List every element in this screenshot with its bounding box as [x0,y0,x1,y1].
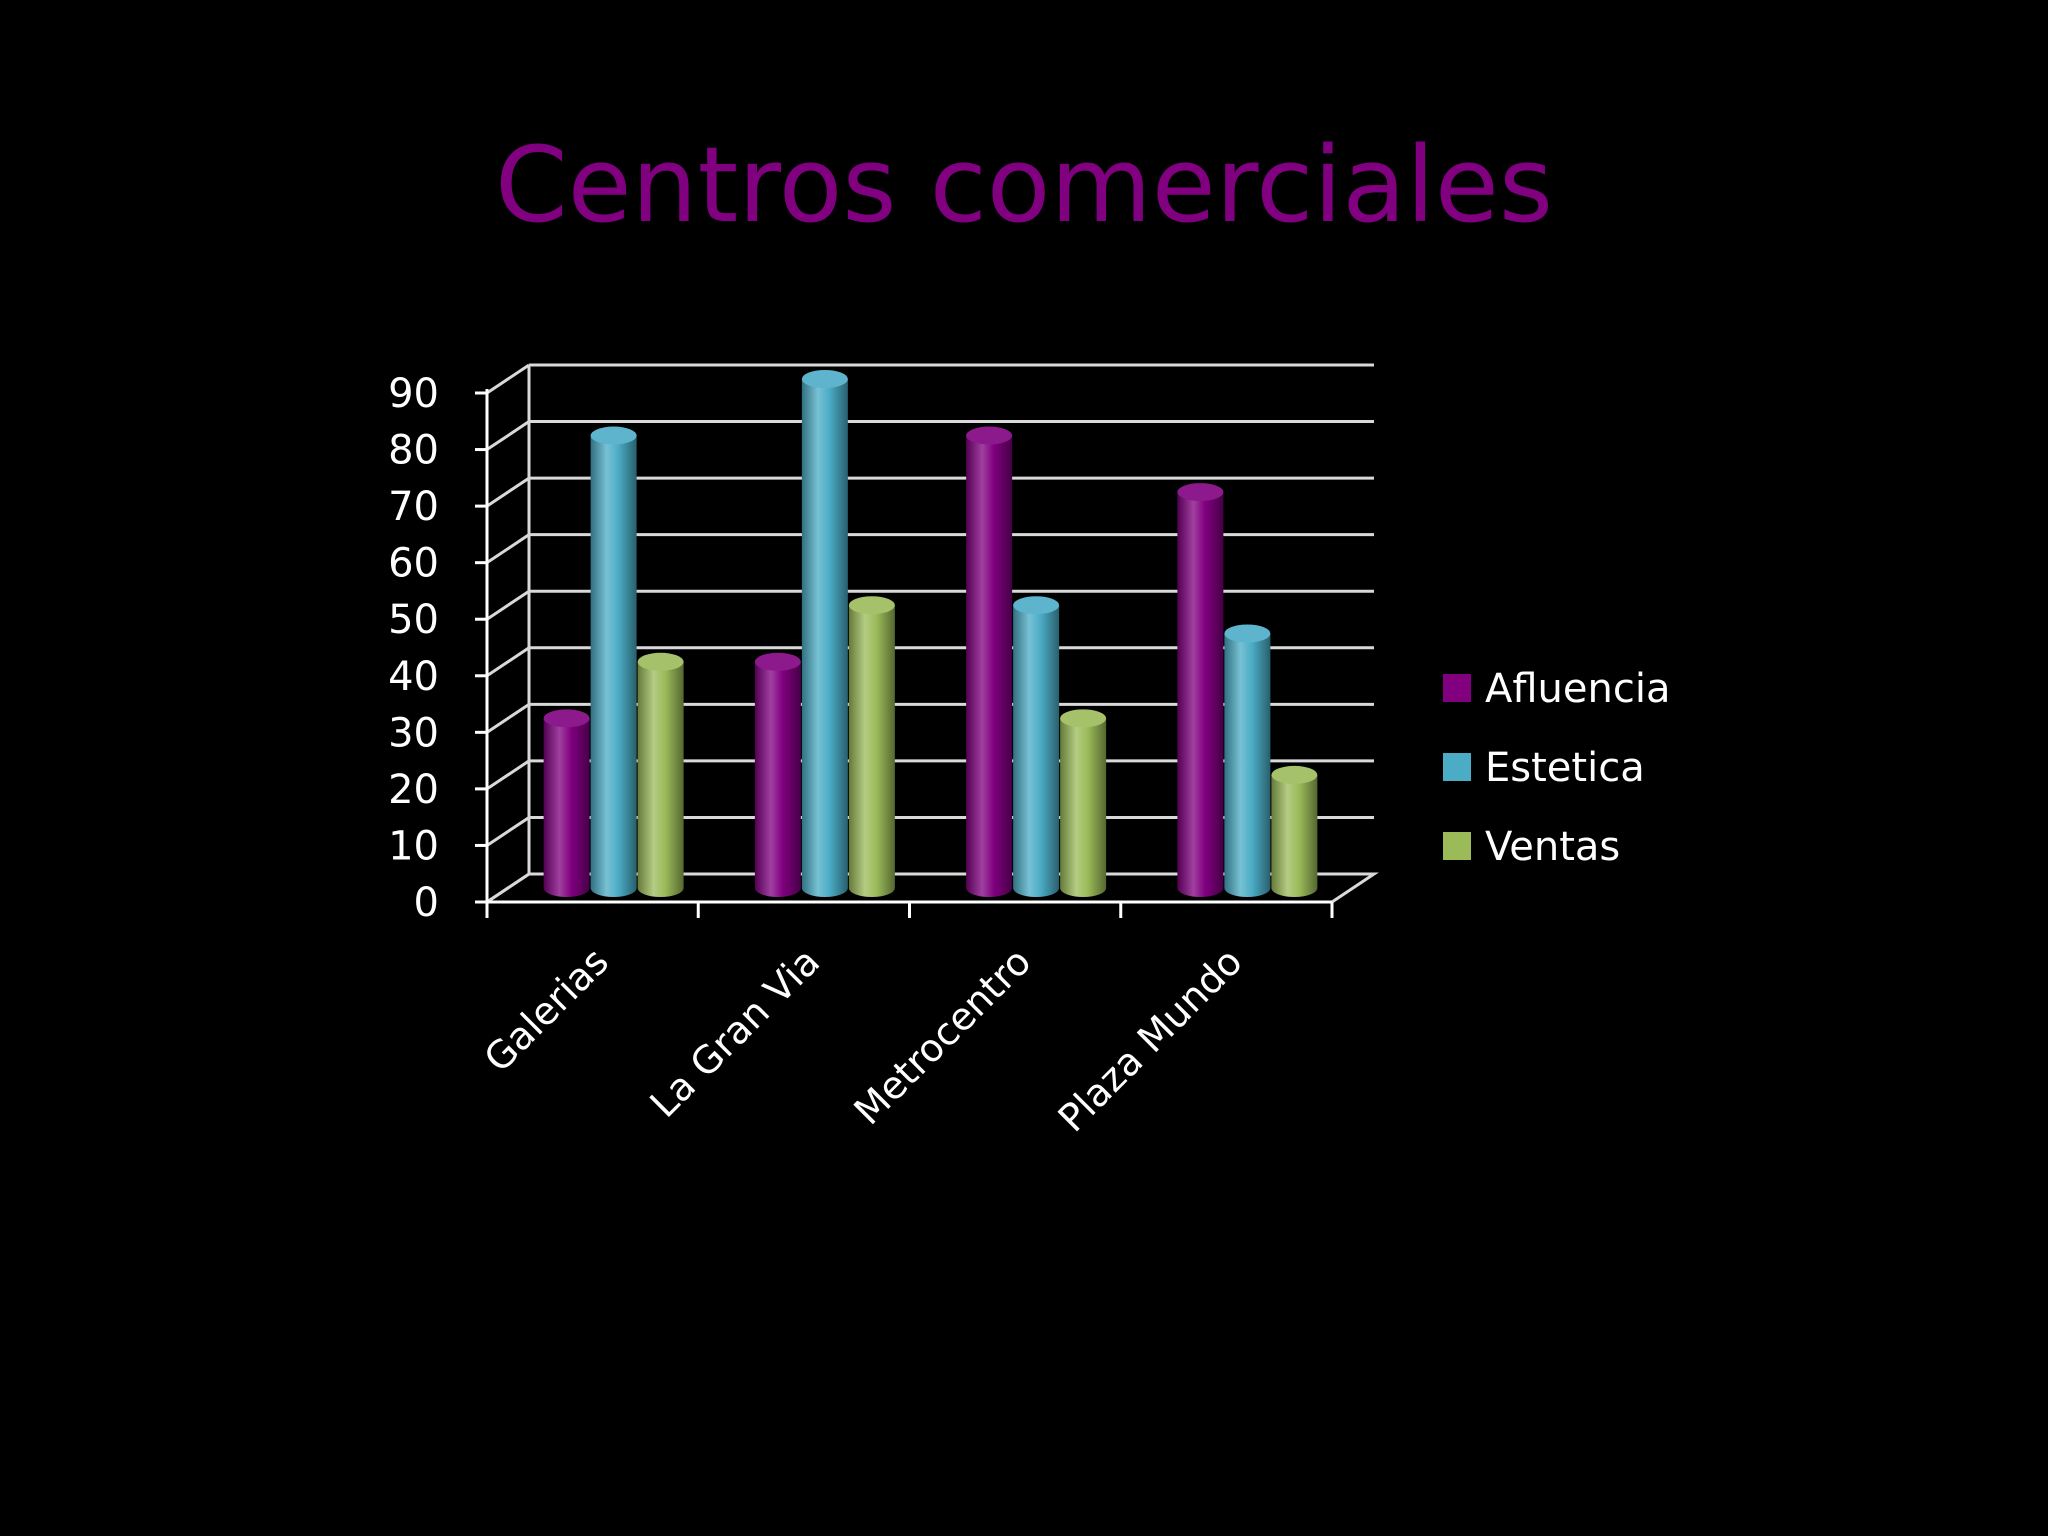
bar-body [1060,718,1107,897]
y-tick-label: 0 [414,880,439,926]
bar [1224,624,1271,897]
bar [637,652,684,897]
y-tick-label: 70 [388,484,439,530]
bar-cap [637,652,684,671]
bar-cap [1013,596,1060,615]
bar-cap [1060,709,1107,728]
bar [1013,596,1060,897]
bar-cap [1271,765,1318,784]
bar-cap [1177,483,1224,502]
bar-cap [543,709,590,728]
chart-title: Centros comerciales [494,124,1554,246]
axes [475,389,1334,918]
category-label: Galerias [476,939,617,1080]
gridline-side [486,363,530,395]
bar-cap [848,596,895,615]
category-label: La Gran Via [642,939,829,1126]
gridline-side [486,589,530,621]
bar-body [637,661,684,897]
bar [1177,483,1224,897]
bar-body [754,661,801,897]
legend-label: Ventas [1485,824,1620,870]
bar-cap [966,426,1013,445]
bar [801,370,848,897]
y-tick-label: 20 [388,767,439,813]
category-label: Plaza Mundo [1050,939,1251,1140]
gridline-side [486,646,530,678]
bar-body [1271,774,1318,897]
y-tick-label: 50 [388,597,439,643]
bar [590,426,637,897]
gridline-side [486,533,530,564]
bar-body [848,605,895,897]
bar [966,426,1013,897]
bar-body [966,435,1013,897]
category-label: Metrocentro [845,939,1039,1133]
y-tick-label: 30 [388,710,439,756]
gridline-side [486,759,530,791]
legend: Afluencia Estetica Ventas [1443,666,1671,870]
bar [543,709,590,897]
legend-swatch [1443,832,1471,860]
gridline-side [486,703,530,734]
bar-cap [754,652,801,671]
bar-body [1224,633,1271,897]
bar [754,652,801,897]
bar-cap [801,370,848,388]
legend-swatch [1443,753,1471,781]
bar [848,596,895,897]
legend-label: Afluencia [1485,666,1671,712]
legend-swatch [1443,674,1471,702]
y-tick-label: 60 [388,541,439,587]
gridline-side [486,816,530,847]
bar-body [1013,605,1060,897]
gridline-side [486,476,530,508]
bar [1271,765,1318,897]
bar [1060,709,1107,897]
bar-body [543,718,590,897]
bar-body [1177,492,1224,897]
bar-body [590,435,637,897]
gridline-side [486,420,530,451]
y-tick-label: 80 [388,428,439,474]
y-tick-label: 40 [388,654,439,700]
bar-cap [590,426,637,445]
y-tick-label: 90 [388,371,439,417]
bar-body [801,379,848,897]
legend-label: Estetica [1485,745,1645,791]
bars [543,370,1318,897]
y-tick-label: 10 [388,823,439,869]
bar-cap [1224,624,1271,643]
